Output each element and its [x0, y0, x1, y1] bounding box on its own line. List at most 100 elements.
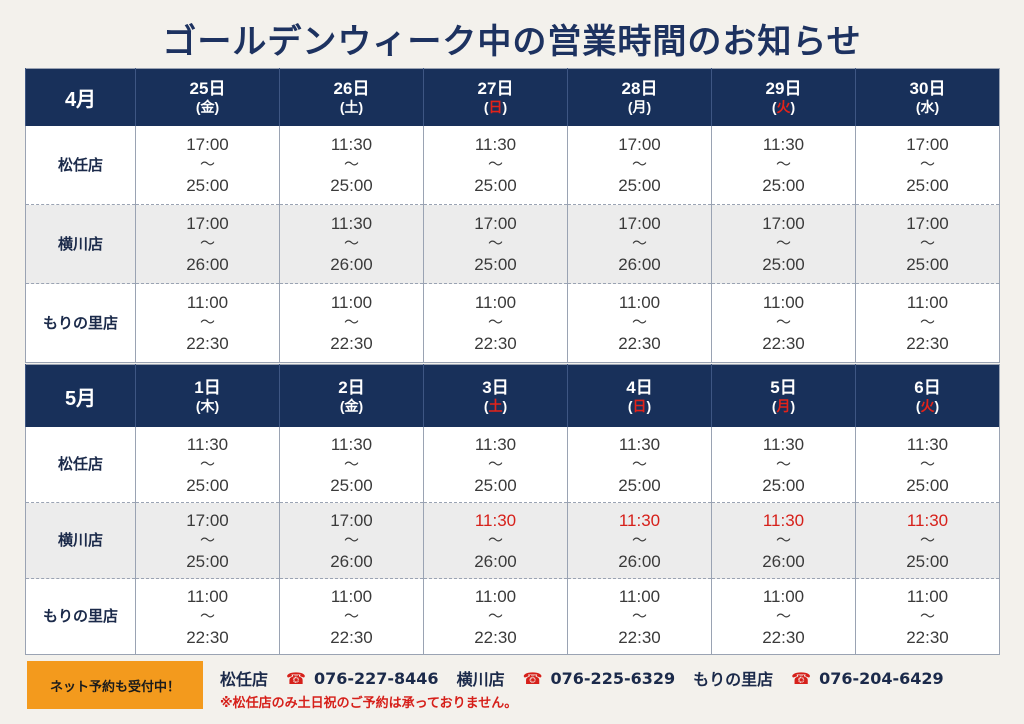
store-row: 横川店 17:00 ～ 26:00 11:30 ～ 26:00 17:00 ～ 25:00 17:0…: [25, 204, 1000, 284]
tilde-separator: ～: [199, 531, 215, 549]
dow-paren-close: ): [358, 397, 364, 414]
tilde-separator: ～: [631, 156, 647, 173]
open-time: 11:30: [618, 510, 661, 530]
dow-paren-close: ): [214, 397, 220, 414]
store-name: 横川店: [25, 502, 136, 579]
tilde-separator: ～: [919, 607, 935, 625]
open-time: 11:30: [474, 434, 517, 454]
close-time: 22:30: [618, 334, 661, 353]
hours-cell: 11:00 ～ 22:30: [135, 283, 280, 363]
open-time: 11:00: [762, 293, 805, 312]
open-time: 11:00: [474, 293, 517, 312]
day-header-5: 29日 (火): [711, 68, 856, 126]
dow-paren-open: (: [483, 99, 489, 115]
open-time: 11:00: [474, 586, 517, 606]
day-header-6: 30日 (水): [855, 68, 1000, 126]
close-time: 25:00: [330, 176, 373, 195]
dow-paren-close: ): [934, 99, 940, 115]
tilde-separator: ～: [631, 607, 647, 625]
dow-label: 金: [344, 397, 359, 414]
open-time: 11:00: [186, 293, 229, 312]
close-time: 26:00: [330, 255, 373, 274]
open-time: 11:00: [618, 586, 661, 606]
close-time: 25:00: [474, 255, 517, 274]
dow-paren-open: (: [195, 99, 201, 115]
dow-paren-close: ): [646, 397, 652, 414]
contact-line: 松任店 ☎ 076-227-8446 横川店 ☎ 076-225-6329 もり…: [220, 666, 1014, 690]
day-of-week: (月): [712, 398, 855, 415]
hours-cell: 11:30 ～ 26:00: [279, 204, 424, 284]
tilde-separator: ～: [343, 156, 359, 173]
open-time: 17:00: [762, 214, 805, 233]
contact-phone-number[interactable]: 076-225-6329: [550, 668, 676, 688]
dow-paren-close: ): [358, 99, 364, 115]
tilde-separator: ～: [487, 314, 503, 331]
hours-cell: 11:00 ～ 22:30: [711, 578, 856, 655]
dow-label: 火: [920, 397, 935, 414]
dow-label: 水: [920, 99, 935, 115]
store-name: もりの里店: [25, 283, 136, 363]
hours-cell: 11:00 ～ 22:30: [423, 283, 568, 363]
day-of-week: (日): [568, 398, 711, 415]
tilde-separator: ～: [631, 235, 647, 252]
tilde-separator: ～: [631, 455, 647, 473]
close-time: 22:30: [186, 334, 229, 353]
contact-phone-number[interactable]: 076-227-8446: [313, 668, 439, 688]
open-time: 17:00: [618, 135, 661, 154]
close-time: 25:00: [762, 176, 805, 195]
open-time: 11:30: [762, 510, 805, 530]
open-time: 11:00: [618, 293, 661, 312]
day-date: 3日: [482, 377, 509, 397]
close-time: 25:00: [906, 176, 949, 195]
tilde-separator: ～: [775, 531, 791, 549]
close-time: 25:00: [762, 255, 805, 274]
close-time: 22:30: [330, 334, 373, 353]
open-time: 11:30: [474, 135, 517, 154]
hours-cell: 11:00 ～ 22:30: [135, 578, 280, 655]
open-time: 17:00: [906, 214, 949, 233]
close-time: 22:30: [474, 627, 517, 647]
net-reservation-badge: ネット予約も受付中！: [27, 661, 203, 709]
open-time: 17:00: [186, 135, 229, 154]
store-name: 横川店: [25, 204, 136, 284]
hours-cell: 17:00 ～ 25:00: [135, 502, 280, 579]
store-name: もりの里店: [25, 578, 136, 655]
month-label: 4月: [25, 68, 136, 126]
dow-label: 月: [632, 99, 647, 115]
hours-cell: 11:30 ～ 25:00: [855, 502, 1000, 579]
close-time: 25:00: [186, 551, 229, 571]
telephone-icon: ☎: [791, 668, 812, 688]
open-time: 17:00: [186, 214, 229, 233]
hours-cell: 11:30 ～ 25:00: [279, 427, 424, 503]
hours-cell: 11:00 ～ 22:30: [567, 578, 712, 655]
open-time: 11:30: [762, 135, 805, 154]
tilde-separator: ～: [487, 455, 503, 473]
open-time: 17:00: [186, 510, 229, 530]
tilde-separator: ～: [343, 531, 359, 549]
dow-paren-open: (: [195, 397, 201, 414]
tilde-separator: ～: [775, 607, 791, 625]
tilde-separator: ～: [199, 235, 215, 252]
hours-cell: 11:00 ～ 22:30: [279, 578, 424, 655]
tilde-separator: ～: [343, 314, 359, 331]
hours-cell: 11:30 ～ 25:00: [135, 427, 280, 503]
open-time: 11:00: [186, 586, 229, 606]
hours-cell: 17:00 ～ 25:00: [423, 204, 568, 284]
tilde-separator: ～: [919, 531, 935, 549]
april-header-row: 4月 25日 (金) 26日 (土) 27日 (日) 28日 (月) 29日 (火) 30日 (水): [25, 68, 1000, 126]
may-body: 松任店 11:30 ～ 25:00 11:30 ～ 25:00 11:30 ～ 25:00 11:3…: [25, 427, 1000, 655]
tilde-separator: ～: [199, 607, 215, 625]
open-time: 11:30: [762, 434, 805, 454]
reservation-note: ※松任店のみ土日祝のご予約は承っておりません。: [220, 696, 518, 711]
tilde-separator: ～: [343, 455, 359, 473]
open-time: 11:00: [330, 293, 373, 312]
hours-cell: 17:00 ～ 25:00: [711, 204, 856, 284]
day-of-week: (火): [856, 398, 999, 415]
day-date: 27日: [477, 79, 514, 98]
contact-phone-number[interactable]: 076-204-6429: [819, 668, 944, 688]
day-date: 5日: [770, 377, 797, 397]
tilde-separator: ～: [631, 314, 647, 331]
contact-store-name: もりの里店: [693, 670, 774, 689]
open-time: 11:30: [906, 510, 949, 530]
hours-cell: 11:30 ～ 26:00: [567, 502, 712, 579]
